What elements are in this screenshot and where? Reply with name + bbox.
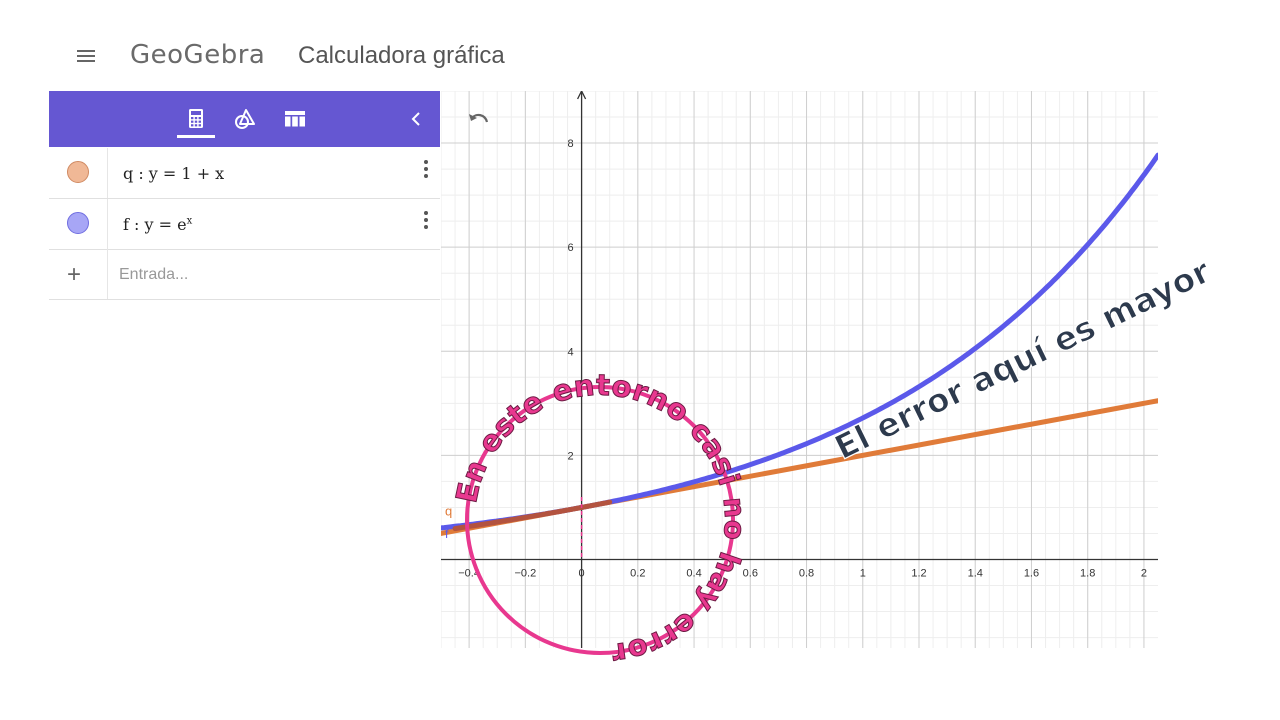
expression-f[interactable]: f : y = ex [123,215,192,234]
x-tick-label: 0.4 [686,568,701,580]
x-tick-label: 0 [579,568,585,580]
row-divider [107,148,108,198]
input-bar[interactable] [117,263,421,287]
x-tick-label: 1.2 [911,568,926,580]
add-icon[interactable]: + [67,261,82,288]
top-bar: GeoGebra Calculadora gráfica [0,0,1280,90]
x-tick-label: 0.6 [743,568,758,580]
x-tick-label: 1.4 [968,568,983,580]
y-tick-label: 2 [567,450,573,462]
visibility-toggle-q[interactable] [67,161,89,183]
table-icon[interactable] [279,103,311,135]
x-tick-label: −0.4 [458,568,480,580]
expression-row-f[interactable]: f : y = ex [49,199,440,250]
calculator-icon[interactable] [180,103,212,135]
visibility-toggle-f[interactable] [67,212,89,234]
curve-f-label: f [445,527,449,541]
y-tick-label: 4 [567,346,573,358]
hamburger-menu-icon[interactable] [74,44,98,68]
graph-canvas[interactable]: −0.4 −0.2 0 0.2 0.4 0.6 0.8 1 1.2 1.4 1.6 1.8 2 2 4 6 8 q… [441,91,1158,648]
x-tick-label: 1.8 [1080,568,1095,580]
expression-q[interactable]: q : y = 1 + x [123,164,225,183]
y-axis-arrow [577,91,587,100]
line-q-label: q [445,503,452,518]
algebra-panel: q : y = 1 + x f : y = ex + [49,91,440,648]
x-tick-label: 0.2 [630,568,645,580]
x-tick-label: 2 [1141,568,1147,580]
undo-icon[interactable] [466,110,492,132]
active-tab-indicator [177,135,215,138]
geometry-tools-icon[interactable] [229,103,261,135]
input-row: + [49,249,440,300]
app-title: Calculadora gráfica [298,42,505,69]
curve-f [441,152,1158,531]
more-options-icon[interactable] [417,156,433,184]
x-tick-label: 1.6 [1024,568,1039,580]
y-tick-label: 6 [567,242,573,254]
row-divider [107,199,108,249]
expression-f-base: f : y = e [123,215,187,234]
overlap-segment [452,499,613,532]
expression-row-q[interactable]: q : y = 1 + x [49,148,440,199]
x-tick-label: 1 [860,568,866,580]
expression-f-exponent: x [186,215,193,227]
chevron-left-icon[interactable] [404,107,428,131]
x-tick-label: 0.8 [799,568,814,580]
panel-tab-bar [49,91,440,147]
geogebra-logo: GeoGebra [130,40,266,70]
row-divider [107,249,108,299]
y-tick-label: 8 [567,138,573,150]
more-options-icon[interactable] [417,207,433,235]
x-tick-label: −0.2 [514,568,536,580]
graphics-view[interactable]: −0.4 −0.2 0 0.2 0.4 0.6 0.8 1 1.2 1.4 1.6 1.8 2 2 4 6 8 q… [441,91,1158,648]
